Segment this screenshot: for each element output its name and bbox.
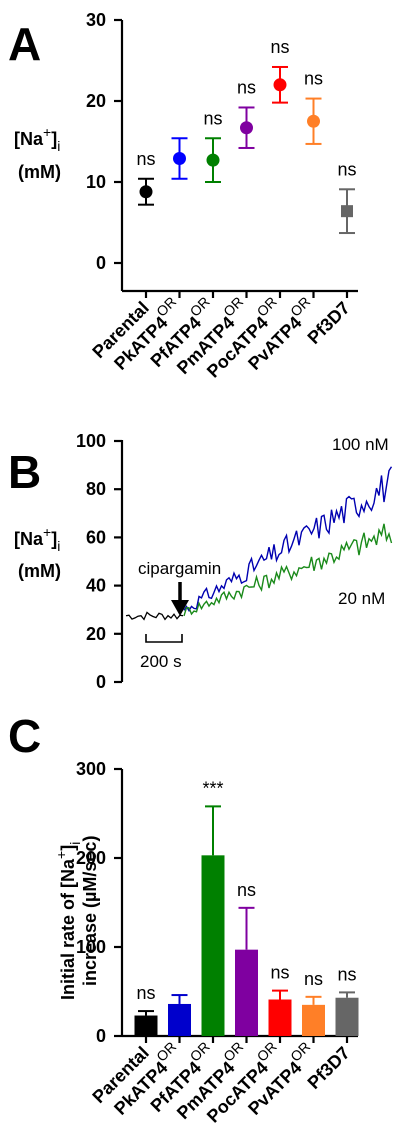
significance-label: ns — [304, 69, 323, 89]
data-point — [206, 153, 220, 167]
panel-a-tick-label: 30 — [86, 10, 106, 30]
significance-label: *** — [202, 778, 223, 798]
significance-label: ns — [270, 963, 289, 983]
panel-a-ylabel-main: [Na — [14, 129, 44, 149]
bar — [168, 1003, 191, 1036]
panel-letter-c: C — [8, 710, 41, 762]
panel-b-tick-label: 80 — [86, 479, 106, 499]
panel-c-categories: ParentalPkATP4ORPfATP4ORPmATP4ORPocATP4O… — [88, 1036, 354, 1127]
panel-c-ylabel-sup: + — [53, 851, 69, 859]
bar — [235, 949, 258, 1036]
panel-c-ylabel-close: ] — [58, 845, 78, 851]
panel-b: B [Na+]i (mM) 0 20 40 60 80 100 cipargamin 20… — [8, 431, 393, 692]
data-point — [273, 78, 287, 92]
significance-label: ns — [136, 149, 155, 169]
panel-b-tick-label: 100 — [76, 431, 106, 451]
significance-label: ns — [203, 108, 222, 128]
panel-b-tick-label: 60 — [86, 527, 106, 547]
bar — [335, 997, 359, 1036]
data-point — [341, 205, 353, 218]
panel-b-ylabel-sup: + — [43, 524, 51, 540]
panel-a-tick-label: 20 — [86, 91, 106, 111]
panel-c-ticks: 0 100 200 300 — [76, 759, 122, 1046]
panel-c-tick-label: 200 — [76, 848, 106, 868]
panel-c-ylabel-sub: i — [67, 842, 83, 845]
legend-20nm: 20 nM — [338, 589, 385, 608]
panel-c-tick-label: 0 — [96, 1026, 106, 1046]
panel-b-traces — [125, 466, 393, 621]
panel-c-ylabel-line2: increase (µM/sec) — [80, 836, 100, 986]
panel-c-tick-label: 100 — [76, 937, 106, 957]
bar — [302, 1004, 325, 1036]
data-point — [173, 152, 186, 166]
scale-bar — [145, 634, 183, 643]
panel-c: C Initial rate of [Na+]i increase (µM/se… — [8, 710, 359, 1127]
scale-bar-label: 200 s — [140, 652, 182, 671]
significance-label: ns — [237, 880, 256, 900]
significance-label: ns — [337, 159, 356, 179]
panel-letter-b: B — [8, 446, 41, 498]
significance-label: ns — [337, 964, 356, 984]
panel-b-tick-label: 20 — [86, 624, 106, 644]
panel-b-ylabel: [Na+]i — [14, 524, 60, 554]
panel-a-ylabel-unit: (mM) — [18, 162, 61, 182]
panel-b-ticks: 0 20 40 60 80 100 — [76, 431, 122, 692]
significance-label: ns — [270, 37, 289, 57]
panel-a-ylabel-close: ] — [51, 129, 57, 149]
baseline-trace — [125, 611, 184, 621]
panel-a-categories: ParentalPkATP4ORPfATP4ORPmATP4ORPocATP4O… — [88, 291, 354, 382]
panel-letter-a: A — [8, 18, 41, 70]
panel-c-tick-label: 300 — [76, 759, 106, 779]
panel-a-ylabel: [Na+]i — [14, 124, 60, 154]
panel-a-ylabel-sup: + — [43, 124, 51, 140]
panel-b-ylabel-sub: i — [57, 538, 60, 554]
bar — [268, 999, 292, 1036]
panel-c-ylabel-line1: Initial rate of [Na+]i — [53, 842, 83, 1000]
panel-c-ylabel: Initial rate of [Na+]i increase (µM/sec) — [53, 836, 100, 1000]
legend-100nm: 100 nM — [332, 435, 389, 454]
panel-b-ylabel-unit: (mM) — [18, 561, 61, 581]
data-point — [307, 114, 320, 128]
panel-a-tick-label: 10 — [86, 172, 106, 192]
panel-b-tick-label: 0 — [96, 672, 106, 692]
panel-a-ticks: 0 10 20 30 — [86, 10, 122, 273]
panel-a-tick-label: 0 — [96, 253, 106, 273]
significance-label: ns — [237, 77, 256, 97]
series-trace — [183, 466, 393, 612]
bar — [201, 855, 225, 1036]
panel-c-ylabel-main: Initial rate of [Na — [58, 858, 78, 1000]
series-trace — [183, 523, 393, 617]
bar — [134, 1015, 158, 1036]
significance-label: ns — [304, 969, 323, 989]
data-point — [240, 121, 253, 135]
cipargamin-label: cipargamin — [138, 559, 221, 578]
panel-b-ylabel-close: ] — [51, 529, 57, 549]
panel-b-ylabel-main: [Na — [14, 529, 44, 549]
panel-a-ylabel-sub: i — [57, 138, 60, 154]
significance-label: ns — [136, 983, 155, 1003]
cipargamin-arrow-icon — [171, 582, 189, 616]
data-point — [139, 185, 153, 199]
panel-b-tick-label: 40 — [86, 576, 106, 596]
